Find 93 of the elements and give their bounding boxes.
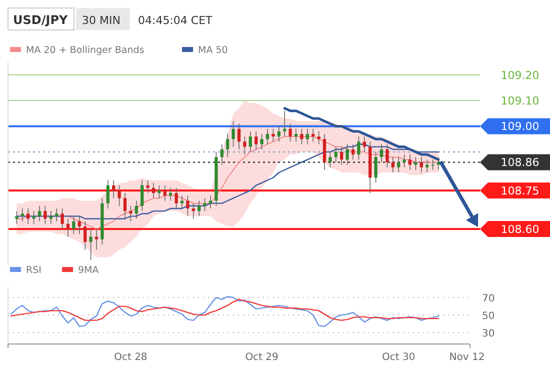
candlestick: [55, 208, 58, 222]
candlestick: [118, 184, 121, 206]
candlestick: [414, 156, 418, 170]
y-tick-label: 50: [482, 311, 495, 322]
candlestick: [346, 144, 349, 166]
x-tick-label: Oct 29: [245, 352, 278, 363]
candlestick: [248, 130, 252, 152]
candlestick: [163, 184, 166, 202]
candlestick: [380, 144, 384, 163]
candlestick: [60, 208, 64, 230]
candlestick: [260, 134, 264, 150]
candlestick: [20, 208, 24, 222]
candlestick: [158, 184, 161, 199]
candlestick: [436, 156, 440, 170]
candlestick: [152, 182, 156, 199]
legend-label: RSI: [26, 265, 42, 276]
candlestick: [198, 200, 201, 217]
candlestick: [112, 180, 116, 199]
candlestick: [174, 188, 178, 209]
candlestick: [192, 202, 195, 220]
candlestick: [317, 130, 320, 145]
candlestick: [26, 208, 30, 224]
candlestick: [294, 128, 298, 142]
candlestick: [362, 136, 366, 152]
candlestick: [374, 152, 378, 184]
candlestick: [49, 210, 52, 224]
candlestick: [232, 120, 235, 148]
candlestick: [134, 200, 138, 220]
candlestick: [220, 144, 224, 166]
candlestick: [266, 128, 270, 145]
candlestick: [72, 216, 76, 235]
y-tick-label: 108.75: [500, 184, 540, 198]
chart-title: USD/JPY: [13, 13, 68, 27]
candlestick: [322, 134, 326, 170]
candlestick: [243, 136, 246, 155]
candlestick: [300, 128, 304, 145]
candlestick: [357, 136, 360, 160]
candlestick: [15, 210, 18, 224]
candlestick: [283, 110, 286, 137]
candlestick: [328, 152, 332, 168]
candlestick: [186, 195, 190, 217]
legend-label: MA 20 + Bollinger Bands: [26, 45, 144, 56]
candlestick: [146, 180, 150, 194]
y-tick-label: 109.00: [500, 120, 540, 134]
candlestick: [288, 123, 292, 142]
candlestick: [123, 192, 127, 220]
x-tick-label: Oct 30: [382, 352, 416, 363]
candlestick: [312, 128, 315, 142]
candlestick: [340, 146, 344, 166]
candlestick: [32, 210, 36, 224]
candlestick: [391, 156, 394, 173]
candlestick: [94, 228, 98, 250]
chart-subtitle: 30 MIN: [82, 14, 120, 27]
y-tick-label: 109.10: [500, 94, 540, 108]
candlestick: [208, 195, 212, 209]
candlestick: [78, 216, 81, 235]
candlestick: [44, 206, 47, 224]
candlestick: [408, 154, 412, 170]
candlestick: [397, 156, 400, 173]
x-tick-label: Oct 28: [114, 352, 148, 363]
candlestick: [277, 126, 280, 142]
y-tick-label: 109.20: [500, 68, 540, 82]
candlestick: [426, 159, 429, 173]
candlestick: [38, 206, 42, 222]
candlestick: [420, 156, 423, 173]
y-tick-label: 30: [482, 328, 495, 340]
x-tick-label: Nov 12: [449, 352, 485, 363]
candlestick: [237, 123, 241, 150]
legend-label: 9MA: [78, 265, 100, 276]
y-tick-label: 108.86: [500, 156, 540, 170]
candlestick: [334, 146, 338, 163]
candlestick: [140, 180, 144, 212]
line-series: [10, 296, 440, 328]
candlestick: [226, 134, 230, 158]
candlestick: [272, 128, 275, 142]
legend-label: MA 50: [198, 45, 228, 56]
candlestick: [402, 154, 406, 168]
candlestick: [351, 144, 355, 160]
candlestick: [106, 180, 110, 209]
candlestick: [306, 128, 309, 145]
candlestick: [386, 144, 389, 168]
candlestick: [203, 198, 206, 212]
y-tick-label: 108.60: [500, 223, 540, 236]
y-tick-label: 70: [482, 294, 495, 305]
candlestick: [254, 130, 258, 150]
text: 04:45:04 CET: [138, 14, 213, 27]
line-series: [10, 298, 440, 321]
candlestick: [129, 206, 132, 222]
candlestick: [66, 218, 70, 238]
candlestick: [84, 220, 87, 250]
candlestick: [89, 228, 92, 260]
candlestick: [180, 195, 184, 209]
candlestick: [169, 188, 172, 202]
